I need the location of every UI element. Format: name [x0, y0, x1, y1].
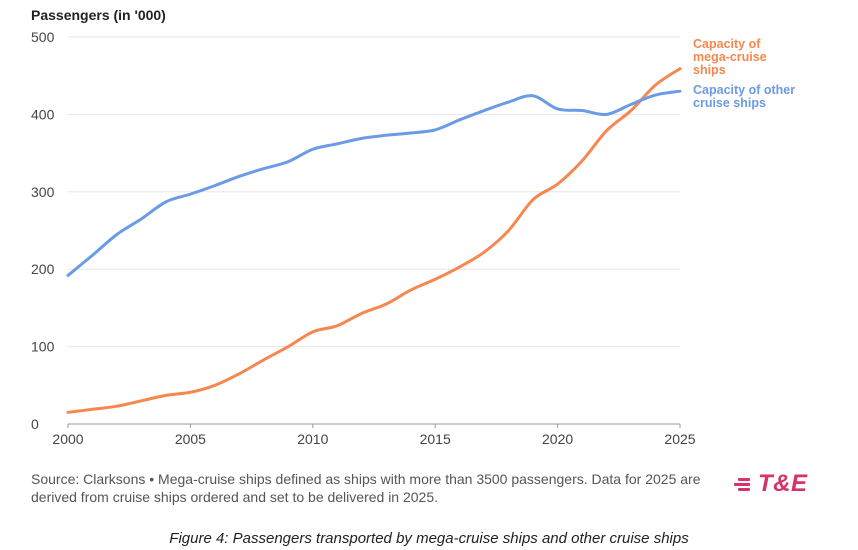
series-label-line: mega-cruise [693, 50, 767, 64]
y-tick-label: 400 [31, 106, 55, 122]
x-tick-label: 2005 [175, 431, 206, 447]
series-label-line: ships [693, 63, 726, 77]
grid-layer [68, 36, 680, 425]
x-tick-label: 2015 [420, 431, 451, 447]
series-line-other-cruise [66, 89, 682, 277]
series-label-line: cruise ships [693, 96, 766, 110]
x-tick-label: 2010 [297, 431, 328, 447]
series-layer [66, 67, 682, 414]
y-axis-title: Passengers (in '000) [31, 7, 166, 23]
y-tick-label: 500 [31, 29, 55, 45]
series-label-layer: Capacity of mega-cruise ships Capacity of o… [693, 37, 795, 110]
source-note: Source: Clarksons • Mega-cruise ships de… [31, 471, 701, 505]
y-tick-label: 300 [31, 184, 55, 200]
y-tick-label: 100 [31, 339, 55, 355]
line-chart: Passengers (in '000) 0 100 200 300 400 500 200… [31, 7, 795, 447]
series-label-line: Capacity of [693, 37, 761, 51]
series-label-other-cruise: Capacity of other cruise ships [693, 83, 795, 110]
te-logo: T&E [732, 470, 808, 498]
x-tick-label: 2020 [542, 431, 573, 447]
x-tick-label: 2025 [664, 431, 695, 447]
x-tick-label: 2000 [52, 431, 83, 447]
series-label-mega-cruise: Capacity of mega-cruise ships [693, 37, 767, 77]
logo-text: T&E [758, 470, 808, 497]
figure-caption: Figure 4: Passengers transported by mega… [169, 530, 689, 547]
logo-stripes-icon [732, 473, 752, 495]
series-label-line: Capacity of other [693, 83, 795, 97]
series-line-mega-cruise [66, 67, 682, 414]
y-tick-label: 200 [31, 261, 55, 277]
tick-layer: 0 100 200 300 400 500 2000 2005 2010 2015 2020 2025 [31, 29, 696, 447]
y-tick-label: 0 [31, 416, 39, 432]
